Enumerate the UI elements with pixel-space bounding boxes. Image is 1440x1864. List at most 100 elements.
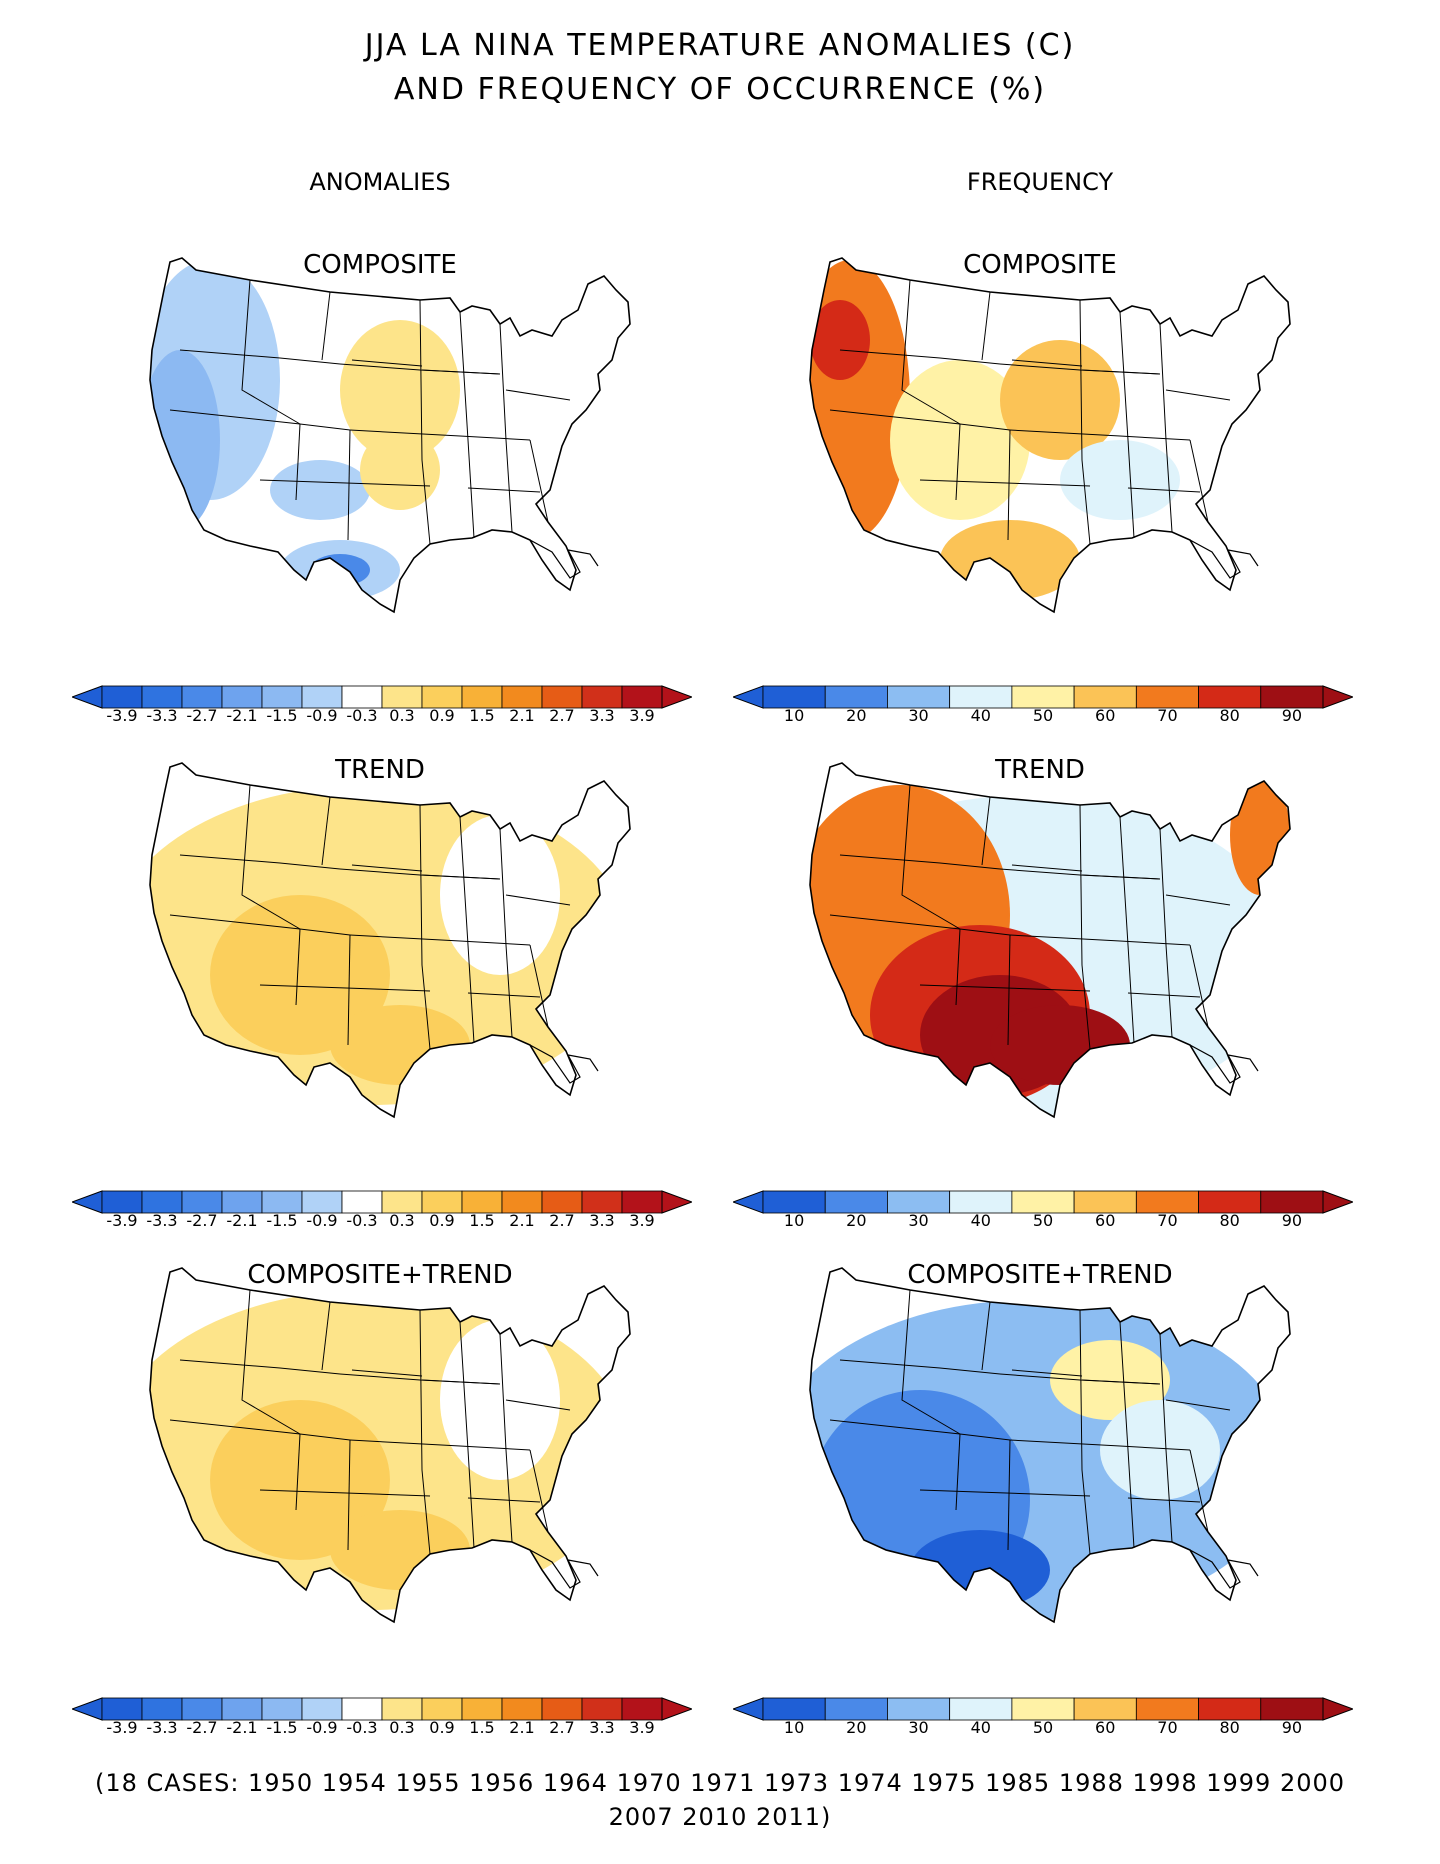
colorbar-tick-label: 10 <box>783 1718 805 1737</box>
colorbar-tick-label: 2.7 <box>549 1718 575 1737</box>
colorbar-tick-label: 50 <box>1032 1718 1054 1737</box>
colorbar-segment <box>101 1697 143 1721</box>
colorbar-tick-label: 70 <box>1157 706 1178 725</box>
state-border <box>349 429 531 441</box>
colorbar-segment <box>887 1697 951 1721</box>
colorbar-tick-label: -2.1 <box>226 706 258 725</box>
us-map <box>149 1267 631 1624</box>
colorbar-anomaly-3: -3.9 -3.3 -2.7 -2.1 -1.5 -0.9 -0.3 0.3 0.9 1.5 2.1… <box>72 1688 692 1744</box>
state-border <box>1165 894 1231 906</box>
chart-title-line1: JJA LA NINA TEMPERATURE ANOMALIES (C) <box>364 28 1076 63</box>
state-border <box>467 487 541 493</box>
map-panel-frequency-composite-trend: COMPOSITE+TREND <box>760 1250 1320 1670</box>
map-panel-frequency-trend: TREND <box>760 745 1320 1165</box>
colorbar-segment <box>1135 685 1199 709</box>
colorbar-segment <box>341 1697 383 1721</box>
state-border <box>1189 1449 1209 1533</box>
colorbar-arrow-low <box>72 1697 103 1721</box>
colorbar-segment <box>949 1190 1013 1214</box>
colorbar-tick-label: -1.5 <box>266 1211 298 1230</box>
colorbar-segment <box>341 685 383 709</box>
colorbar-tick-label: -3.9 <box>106 706 138 725</box>
state-border <box>505 1399 571 1411</box>
colorbar-segment <box>621 1697 663 1721</box>
state-border <box>241 1289 301 1435</box>
colorbar-tick-label: 3.3 <box>589 1211 615 1230</box>
us-outline <box>809 1267 1291 1624</box>
panel-label: COMPOSITE+TREND <box>907 1260 1173 1290</box>
florida-keys-coast <box>1189 539 1259 579</box>
colorbar-segment <box>181 1697 223 1721</box>
colorbar-tick-label: 50 <box>1032 706 1054 725</box>
florida-keys-coast <box>529 1549 599 1589</box>
state-border <box>529 944 549 1028</box>
state-border <box>839 854 1001 870</box>
colorbar-arrow-high <box>1322 685 1353 709</box>
colorbar-arrow-high <box>661 1697 692 1721</box>
cases-footer-line2: 2007 2010 2011) <box>608 1803 832 1831</box>
state-border <box>919 479 1091 487</box>
state-border <box>1119 311 1135 539</box>
state-border <box>351 359 423 367</box>
colorbar-tick-label: 1.5 <box>469 1718 495 1737</box>
colorbar-tick-label: 70 <box>1157 1211 1178 1230</box>
us-map <box>149 257 631 614</box>
colorbar-tick-label: 3.3 <box>589 706 615 725</box>
colorbar-tick-label: 0.3 <box>389 706 415 725</box>
colorbar-segment <box>1011 1697 1075 1721</box>
us-outline <box>149 257 631 614</box>
state-border <box>1189 439 1209 523</box>
colorbar-segment <box>1011 1190 1075 1214</box>
colorbar-segment <box>461 685 503 709</box>
colorbar-tick-label: 0.3 <box>389 1211 415 1230</box>
state-border <box>1081 369 1161 375</box>
colorbar-segment <box>621 685 663 709</box>
state-border <box>901 784 961 930</box>
panel-label: TREND <box>335 755 425 785</box>
florida-keys-coast <box>1189 1549 1259 1589</box>
colorbar-tick-label: 3.9 <box>629 1211 655 1230</box>
state-border <box>321 796 331 866</box>
state-border <box>421 369 501 375</box>
colorbar-segment <box>581 685 623 709</box>
colorbar-frequency-2: 10 20 30 40 50 60 70 80 90 <box>733 1181 1353 1237</box>
florida-keys-coast <box>529 539 599 579</box>
colorbar-anomaly-1: -3.9 -3.3 -2.7 -2.1 -1.5 -0.9 -0.3 0.3 0.9 1.5 2.1… <box>72 676 692 732</box>
colorbar-segment <box>1260 1697 1324 1721</box>
state-border <box>919 984 1091 992</box>
colorbar-tick-label: 40 <box>970 1211 991 1230</box>
colorbar-segment <box>141 685 183 709</box>
colorbar-tick-label: -3.9 <box>106 1211 138 1230</box>
colorbar-tick-label: 10 <box>783 706 805 725</box>
colorbar-segment <box>181 685 223 709</box>
state-border <box>321 1301 331 1371</box>
colorbar-tick-label: 60 <box>1095 706 1116 725</box>
colorbar-segment <box>221 685 263 709</box>
colorbar-tick-label: -3.3 <box>146 1718 178 1737</box>
colorbar-tick-label: 2.1 <box>509 1718 535 1737</box>
colorbar-tick-label: 2.7 <box>549 706 575 725</box>
colorbar-tick-label: -0.3 <box>346 1718 378 1737</box>
state-border <box>295 1433 301 1511</box>
state-border <box>421 874 501 880</box>
colorbar-segment <box>581 1190 623 1214</box>
state-border <box>347 1439 351 1551</box>
colorbar-tick-label: 2.1 <box>509 706 535 725</box>
colorbar-segment <box>381 1190 423 1214</box>
colorbar-tick-label: 20 <box>846 1211 867 1230</box>
state-border <box>505 894 571 906</box>
state-border <box>901 279 961 425</box>
colorbar-tick-label: 1.5 <box>469 706 495 725</box>
state-border <box>467 992 541 998</box>
colorbar-segment <box>461 1697 503 1721</box>
colorbar-segment <box>101 1190 143 1214</box>
colorbar-segment <box>1073 685 1137 709</box>
column-title-frequency: FREQUENCY <box>966 168 1114 196</box>
colorbar-tick-label: 10 <box>783 1211 805 1230</box>
colorbar-segment <box>381 1697 423 1721</box>
colorbar-segment <box>949 1697 1013 1721</box>
us-outline <box>149 762 631 1119</box>
colorbar-tick-label: 20 <box>846 706 867 725</box>
colorbar-tick-label: -3.9 <box>106 1718 138 1737</box>
colorbar-segment <box>1198 685 1262 709</box>
